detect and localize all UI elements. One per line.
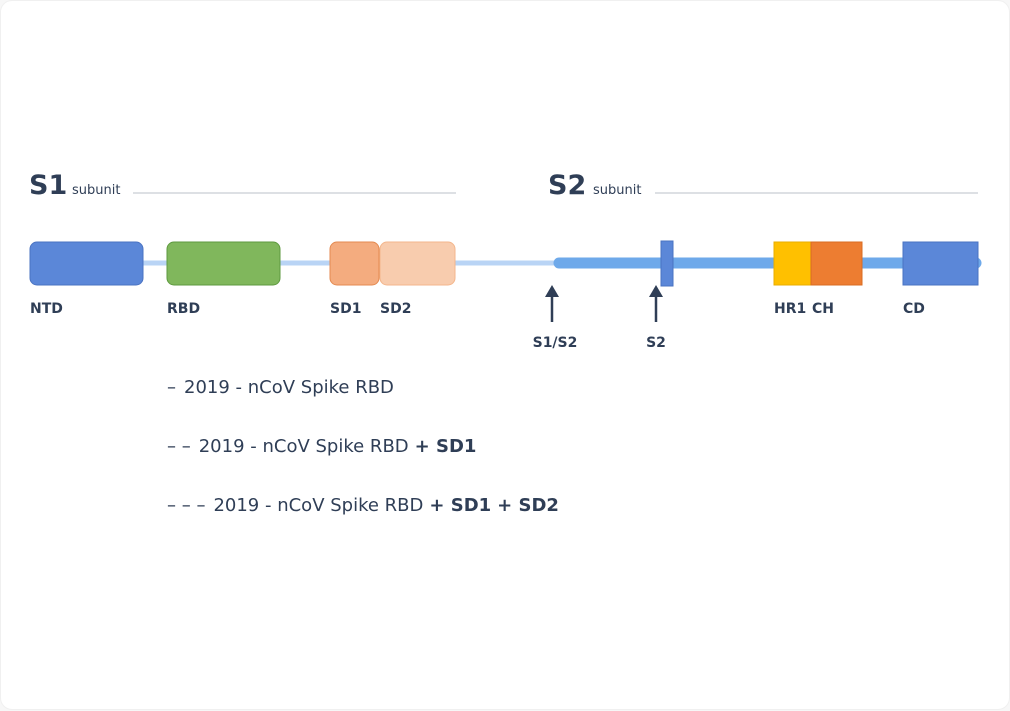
legend-text: 2019 - nCoV Spike RBD	[199, 436, 409, 457]
site-label: S2	[646, 335, 666, 351]
domain-label: CH	[812, 301, 834, 317]
legend-text: – –	[167, 436, 191, 457]
domain-ch	[810, 241, 863, 286]
legend-extra: + SD1	[415, 436, 477, 457]
domain-rbd	[166, 241, 281, 286]
legend-item: –2019 - nCoV Spike RBD	[167, 377, 394, 398]
legend: –2019 - nCoV Spike RBD– –2019 - nCoV Spi…	[167, 377, 559, 516]
legend-text: 2019 - nCoV Spike RBD	[184, 377, 394, 398]
site-label: S1/S2	[533, 335, 578, 351]
legend-extra: + SD1	[429, 495, 491, 516]
domain-sd2	[379, 241, 456, 286]
subunit-name: S1	[29, 170, 67, 201]
site-bar	[660, 240, 674, 287]
legend-text: 2019 - nCoV Spike RBD	[213, 495, 423, 516]
legend-extra: + SD2	[497, 495, 559, 516]
arrow-head	[649, 285, 663, 297]
subunit-label: subunit	[72, 183, 120, 198]
domain-sd1	[329, 241, 380, 286]
subunit-name: S2	[548, 170, 586, 201]
domain-ntd	[29, 241, 144, 286]
domain-label: SD1	[330, 301, 361, 317]
domain-label: SD2	[380, 301, 411, 317]
arrow-head	[545, 285, 559, 297]
domain-cd	[902, 241, 979, 286]
domain-label: CD	[903, 301, 925, 317]
domain-hr1	[773, 241, 812, 286]
domain-label: HR1	[774, 301, 806, 317]
subunit-label: subunit	[593, 183, 641, 198]
legend-text: – – –	[167, 495, 205, 516]
domain-label: NTD	[30, 301, 63, 317]
legend-item: – – – 2019 - nCoV Spike RBD + SD1 + SD2	[167, 495, 559, 516]
legend-item: – – 2019 - nCoV Spike RBD + SD1	[167, 436, 476, 457]
domain-label: RBD	[167, 301, 200, 317]
legend-text: –	[167, 377, 176, 398]
